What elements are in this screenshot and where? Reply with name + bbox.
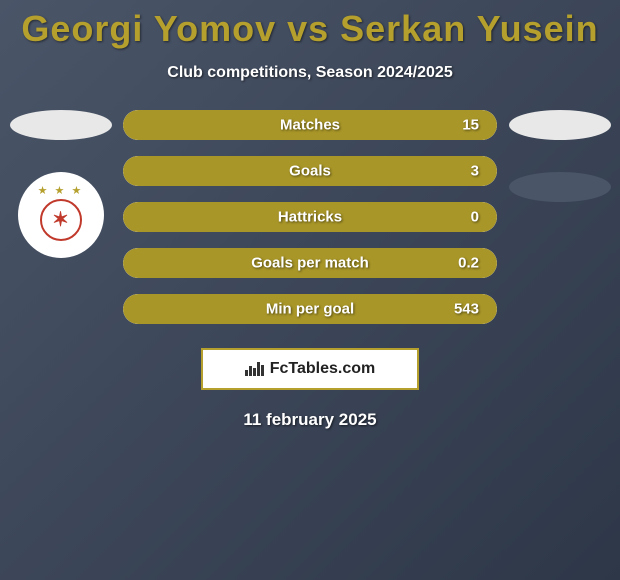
stat-label: Goals per match [251,255,369,272]
badge-emblem: ✶ [40,199,82,241]
stat-value: 3 [471,163,479,180]
stat-value: 0.2 [458,255,479,272]
comparison-content: ★ ★ ★ ✶ Matches 15 Goals 3 Hattricks 0 G… [0,110,620,324]
badge-stars: ★ ★ ★ [38,184,84,197]
branding-text: FcTables.com [270,360,376,378]
stat-value: 0 [471,209,479,226]
branding-box[interactable]: FcTables.com [201,348,419,390]
right-player-slot-bottom [509,172,611,202]
stat-row: Min per goal 543 [123,294,497,324]
page-title: Georgi Yomov vs Serkan Yusein [0,0,620,50]
right-column [507,110,612,202]
chart-icon [245,362,264,376]
stat-row: Goals per match 0.2 [123,248,497,278]
left-player-slot-top [10,110,112,140]
subtitle: Club competitions, Season 2024/2025 [0,64,620,82]
stat-row: Hattricks 0 [123,202,497,232]
stat-row: Matches 15 [123,110,497,140]
stats-list: Matches 15 Goals 3 Hattricks 0 Goals per… [123,110,497,324]
stat-label: Hattricks [278,209,342,226]
stat-value: 543 [454,301,479,318]
stat-value: 15 [462,117,479,134]
stat-row: Goals 3 [123,156,497,186]
stat-label: Matches [280,117,340,134]
stat-label: Goals [289,163,331,180]
left-club-badge: ★ ★ ★ ✶ [18,172,104,258]
badge-emblem-icon: ✶ [52,207,69,232]
right-player-slot-top [509,110,611,140]
date-label: 11 february 2025 [0,410,620,430]
stat-label: Min per goal [266,301,354,318]
left-column: ★ ★ ★ ✶ [8,110,113,258]
